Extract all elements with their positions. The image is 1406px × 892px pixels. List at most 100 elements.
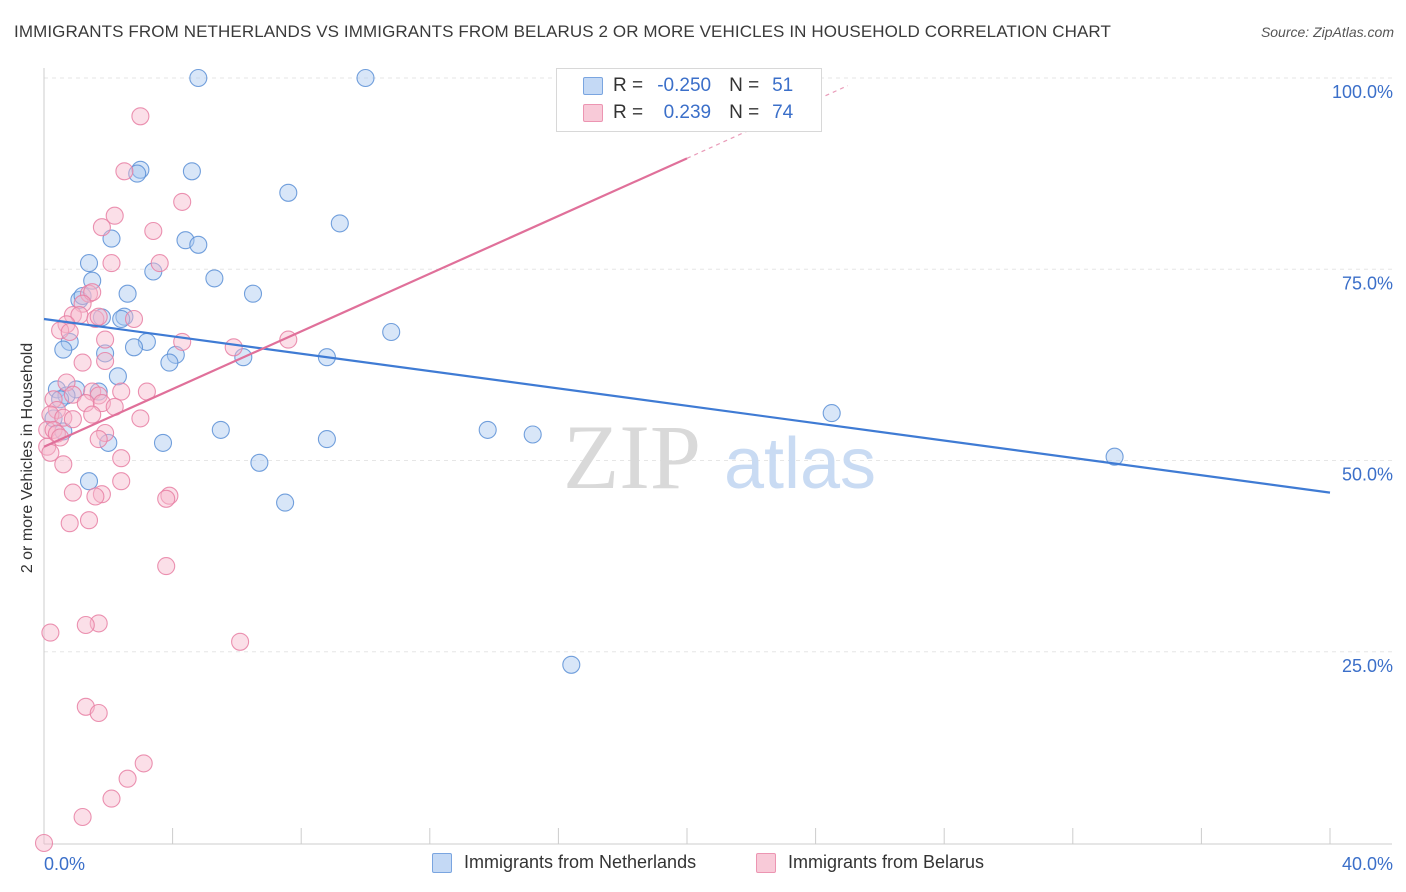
netherlands-point bbox=[160, 353, 179, 372]
legend-r-label: R = bbox=[613, 102, 644, 123]
netherlands-point bbox=[153, 433, 173, 452]
belarus-point bbox=[89, 430, 108, 449]
netherlands-point bbox=[189, 68, 208, 88]
belarus-point bbox=[79, 511, 99, 530]
series-legend: Immigrants from Netherlands Immigrants f… bbox=[0, 852, 1406, 876]
netherlands-point bbox=[356, 68, 375, 88]
netherlands-point bbox=[118, 284, 137, 303]
netherlands-point bbox=[189, 235, 208, 254]
series-swatch-belarus bbox=[756, 852, 776, 873]
belarus-point bbox=[124, 309, 144, 329]
belarus-point bbox=[96, 330, 115, 349]
netherlands-point bbox=[822, 404, 841, 423]
netherlands-point bbox=[89, 382, 108, 401]
belarus-point bbox=[76, 615, 95, 635]
netherlands-point bbox=[250, 453, 269, 472]
series-label-belarus: Immigrants from Belarus bbox=[788, 852, 985, 872]
belarus-point bbox=[54, 408, 73, 427]
legend-row-netherlands: R = -0.250 N = 51 bbox=[557, 73, 793, 99]
belarus-point bbox=[160, 486, 179, 505]
legend-n-value-netherlands: 51 bbox=[772, 75, 794, 96]
netherlands-point bbox=[79, 254, 99, 273]
netherlands-point bbox=[211, 420, 230, 439]
legend-n-label: N = bbox=[729, 102, 760, 123]
netherlands-point bbox=[79, 472, 99, 491]
series-swatch-netherlands bbox=[432, 852, 452, 873]
chart-title: IMMIGRANTS FROM NETHERLANDS VS IMMIGRANT… bbox=[14, 22, 1111, 41]
belarus-point bbox=[105, 206, 124, 225]
belarus-point bbox=[131, 409, 150, 428]
source-label: Source: ZipAtlas.com bbox=[1260, 24, 1394, 40]
netherlands-point bbox=[562, 655, 581, 674]
netherlands-point bbox=[276, 493, 295, 512]
belarus-point bbox=[96, 351, 115, 371]
netherlands-point bbox=[1105, 447, 1124, 466]
belarus-point bbox=[73, 807, 92, 827]
belarus-point bbox=[224, 338, 243, 357]
legend-r-label: R = bbox=[613, 75, 644, 96]
netherlands-points bbox=[44, 68, 1124, 674]
belarus-point bbox=[112, 449, 131, 468]
belarus-point bbox=[63, 385, 82, 404]
netherlands-point bbox=[523, 425, 542, 444]
axes bbox=[43, 68, 1392, 845]
watermark-atlas: atlas bbox=[724, 424, 876, 504]
belarus-point bbox=[89, 307, 108, 326]
legend-r-value-netherlands: -0.250 bbox=[657, 75, 712, 96]
belarus-point bbox=[86, 487, 105, 506]
belarus-point bbox=[86, 309, 105, 329]
belarus-point bbox=[54, 455, 73, 474]
legend-n-value-belarus: 74 bbox=[772, 102, 794, 123]
watermark: ZIP atlas bbox=[563, 406, 876, 508]
netherlands-point bbox=[205, 269, 224, 288]
series-label-netherlands: Immigrants from Netherlands bbox=[464, 852, 697, 872]
belarus-point bbox=[79, 284, 99, 303]
gridlines bbox=[44, 77, 1392, 653]
netherlands-point bbox=[317, 430, 336, 449]
netherlands-point bbox=[124, 338, 144, 357]
belarus-point bbox=[92, 218, 111, 237]
belarus-point bbox=[173, 192, 192, 211]
belarus-point bbox=[112, 472, 131, 491]
y-tick-label: 75.0% bbox=[1342, 273, 1393, 293]
belarus-point bbox=[112, 382, 131, 401]
belarus-point bbox=[115, 162, 134, 181]
correlation-legend: R = -0.250 N = 51 R = 0.239 N = 74 bbox=[556, 68, 822, 132]
belarus-point bbox=[73, 353, 92, 372]
legend-r-value-belarus: 0.239 bbox=[663, 102, 712, 123]
netherlands-point bbox=[47, 380, 66, 399]
belarus-point bbox=[89, 703, 108, 723]
netherlands-point bbox=[67, 380, 86, 399]
legend-swatch-belarus bbox=[583, 104, 603, 122]
netherlands-point bbox=[96, 344, 115, 363]
belarus-point bbox=[118, 769, 137, 788]
netherlands-point bbox=[279, 183, 298, 202]
legend-row-belarus: R = 0.239 N = 74 bbox=[557, 100, 793, 126]
belarus-point bbox=[34, 833, 54, 853]
belarus-point bbox=[41, 623, 60, 642]
y-tick-label: 50.0% bbox=[1342, 465, 1393, 485]
trend-line-belarus bbox=[43, 157, 688, 448]
x-tick-label-min: 0.0% bbox=[44, 854, 85, 874]
netherlands-point bbox=[112, 309, 131, 329]
y-tick-label: 25.0% bbox=[1342, 656, 1393, 676]
series-legend-netherlands: Immigrants from Netherlands bbox=[432, 852, 696, 873]
belarus-point bbox=[44, 390, 63, 409]
belarus-point bbox=[157, 489, 176, 508]
series-legend-belarus: Immigrants from Belarus bbox=[756, 852, 984, 873]
belarus-point bbox=[102, 254, 121, 273]
netherlands-point bbox=[478, 420, 497, 439]
legend-swatch-netherlands bbox=[583, 77, 603, 95]
netherlands-point bbox=[54, 340, 73, 359]
belarus-point bbox=[102, 789, 121, 808]
belarus-point bbox=[150, 254, 169, 273]
tick-labels: 25.0% 50.0% 75.0% 100.0% 0.0% 40.0% bbox=[44, 82, 1393, 874]
netherlands-point bbox=[382, 322, 401, 342]
x-tick-label-max: 40.0% bbox=[1342, 854, 1393, 874]
belarus-point bbox=[131, 107, 150, 126]
belarus-point bbox=[63, 483, 82, 502]
netherlands-point bbox=[330, 214, 349, 233]
netherlands-point bbox=[182, 162, 201, 181]
belarus-point bbox=[134, 754, 153, 773]
